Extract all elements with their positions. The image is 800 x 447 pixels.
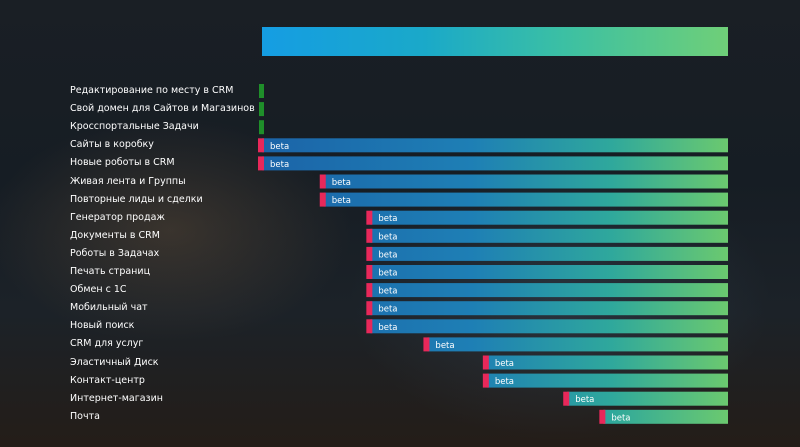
- task-bar: [323, 174, 728, 189]
- task-label: Контакт-центр: [70, 374, 145, 386]
- task-label: Роботы в Задачах: [70, 247, 160, 259]
- beta-marker: [258, 138, 264, 153]
- task-label: Эластичный Диск: [70, 356, 159, 368]
- beta-label: beta: [378, 287, 397, 297]
- task-label: Документы в CRM: [70, 229, 160, 241]
- release-marker: [259, 102, 264, 117]
- beta-label: beta: [575, 395, 594, 405]
- task-label: Свой домен для Сайтов и Магазинов: [70, 103, 255, 115]
- task-bar: [370, 265, 728, 279]
- beta-marker: [366, 265, 373, 279]
- task-bar: [262, 156, 728, 171]
- beta-label: beta: [378, 323, 397, 333]
- task-label: Сайты в коробку: [70, 139, 154, 151]
- task-label: Живая лента и Группы: [70, 175, 186, 187]
- task-bar: [370, 228, 728, 243]
- task-label: Обмен с 1С: [70, 284, 127, 296]
- beta-label: beta: [378, 305, 397, 315]
- task-label: Мобильный чат: [70, 302, 148, 314]
- task-bar: [486, 373, 728, 388]
- beta-marker: [366, 246, 373, 261]
- beta-marker: [319, 192, 326, 207]
- task-label: Печать страниц: [70, 266, 151, 277]
- task-label: Генератор продаж: [70, 211, 165, 223]
- beta-label: beta: [495, 377, 514, 387]
- beta-label: beta: [378, 232, 397, 242]
- beta-marker: [258, 156, 264, 171]
- beta-marker: [366, 210, 373, 225]
- task-bar: [370, 301, 728, 316]
- beta-marker: [482, 373, 489, 388]
- beta-label: beta: [332, 196, 351, 206]
- beta-label: beta: [611, 413, 630, 423]
- task-label: Интернет-магазин: [70, 392, 163, 404]
- beta-marker: [599, 409, 606, 424]
- beta-marker: [366, 301, 373, 316]
- task-label: Редактирование по месту в CRM: [70, 85, 234, 96]
- beta-marker: [366, 319, 373, 334]
- task-bar: [370, 319, 728, 334]
- beta-marker: [366, 283, 373, 298]
- task-bar: [370, 283, 728, 298]
- beta-marker: [482, 355, 489, 370]
- task-bar: [567, 391, 728, 406]
- task-label: Почта: [70, 410, 100, 422]
- task-bar: [370, 210, 728, 225]
- task-label: CRM для услуг: [70, 338, 144, 350]
- task-bar: [323, 192, 728, 207]
- task-label: Новый поиск: [70, 320, 135, 332]
- task-label: Повторные лиды и сделки: [70, 193, 203, 205]
- beta-marker: [423, 337, 430, 352]
- beta-label: beta: [435, 341, 454, 351]
- beta-marker: [563, 391, 570, 406]
- task-label: Новые роботы в CRM: [70, 157, 175, 169]
- beta-label: beta: [378, 269, 397, 279]
- beta-label: beta: [270, 160, 289, 170]
- beta-label: beta: [378, 250, 397, 260]
- task-bar: [427, 337, 728, 352]
- task-bar: [262, 138, 728, 153]
- task-bar: [370, 246, 728, 261]
- release-marker: [259, 84, 264, 98]
- beta-label: beta: [270, 142, 289, 152]
- release-marker: [259, 120, 264, 135]
- beta-label: beta: [332, 178, 351, 188]
- beta-marker: [366, 228, 373, 243]
- beta-label: beta: [495, 359, 514, 369]
- task-bar: [603, 409, 728, 424]
- task-bar: [486, 355, 728, 370]
- task-label: Кросспортальные Задачи: [70, 121, 199, 133]
- beta-marker: [319, 174, 326, 189]
- beta-label: beta: [378, 214, 397, 224]
- month-header-band: [262, 27, 728, 56]
